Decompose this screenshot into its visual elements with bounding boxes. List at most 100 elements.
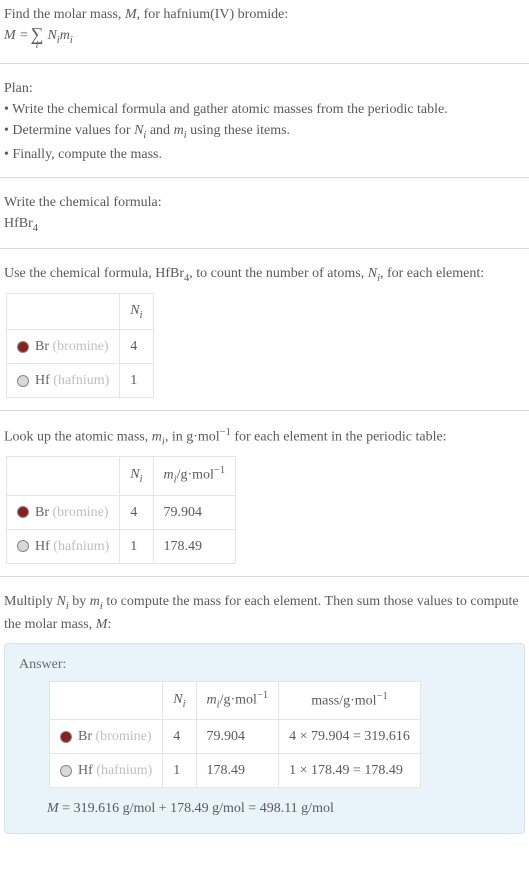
th-empty xyxy=(7,457,120,495)
cell-mi: 79.904 xyxy=(153,495,236,529)
eq-m: m xyxy=(60,28,70,43)
final-equation: M = 319.616 g/mol + 178.49 g/mol = 498.1… xyxy=(47,798,510,819)
th-ni-n: N xyxy=(130,467,139,482)
eq-left: M = xyxy=(4,25,29,46)
step2-post1: , to count the number of atoms, xyxy=(189,266,367,281)
step3-post: for each element in the periodic table: xyxy=(231,430,447,445)
prompt-equation: M = ∑ i Nimi xyxy=(4,25,525,51)
th-mass: mass/g·mol−1 xyxy=(279,682,421,720)
divider xyxy=(0,177,529,178)
swatch-icon xyxy=(17,341,29,353)
cell-ni: 4 xyxy=(163,720,196,754)
th-mi: mi/g·mol−1 xyxy=(196,682,279,720)
step2-formula: HfBr xyxy=(155,266,184,281)
elem-paren: (bromine) xyxy=(96,729,152,744)
var-m: M xyxy=(125,7,137,22)
elem-symbol: Br xyxy=(35,339,49,354)
answer-inner: Ni mi/g·mol−1 mass/g·mol−1 Br (bromine) … xyxy=(19,681,510,819)
step3-m: m xyxy=(152,430,162,445)
step2-n: N xyxy=(368,266,377,281)
step2-text: Use the chemical formula, HfBr4, to coun… xyxy=(4,263,525,287)
final-m: M xyxy=(47,801,59,816)
table-row: Br (bromine) 4 79.904 xyxy=(7,495,236,529)
table-row: Hf (hafnium) 1 178.49 1 × 178.49 = 178.4… xyxy=(50,754,421,788)
th-ni-i: i xyxy=(183,699,186,710)
plan-item-2: • Determine values for Ni and mi using t… xyxy=(4,120,525,144)
step4-n: N xyxy=(57,594,66,609)
step2-post2: , for each element: xyxy=(380,266,484,281)
th-mi-exp: −1 xyxy=(257,690,268,701)
step-multiply: Multiply Ni by mi to compute the mass fo… xyxy=(0,587,529,638)
elem-paren: (bromine) xyxy=(53,339,109,354)
cell-mass: 1 × 178.49 = 178.49 xyxy=(279,754,421,788)
cell-element: Hf (hafnium) xyxy=(7,364,120,398)
chemical-formula: HfBr4 xyxy=(4,213,525,237)
divider xyxy=(0,63,529,64)
divider xyxy=(0,248,529,249)
prompt-text2: , for hafnium(IV) bromide: xyxy=(137,7,289,22)
th-mi-m: m xyxy=(207,693,217,708)
elem-symbol: Hf xyxy=(35,373,50,388)
atom-count-table: Ni Br (bromine) 4 Hf (hafnium) 1 xyxy=(6,293,154,399)
cell-mi: 79.904 xyxy=(196,720,279,754)
step4-by: by xyxy=(69,594,90,609)
th-mass-exp: −1 xyxy=(377,691,388,702)
cell-mi: 178.49 xyxy=(196,754,279,788)
elem-symbol: Br xyxy=(78,729,92,744)
prompt-text: Find the molar mass, xyxy=(4,7,125,22)
th-ni-n: N xyxy=(130,303,139,318)
sigma-icon: ∑ i xyxy=(31,25,44,51)
eq-nimi: Nimi xyxy=(47,25,72,49)
step4-pre: Multiply xyxy=(4,594,57,609)
cell-element: Hf (hafnium) xyxy=(50,754,163,788)
elem-symbol: Hf xyxy=(35,539,50,554)
plan-and: and xyxy=(146,123,173,138)
th-ni: Ni xyxy=(163,682,196,720)
step3-pre: Look up the atomic mass, xyxy=(4,430,152,445)
th-mi-m: m xyxy=(164,468,174,483)
table-header-row: Ni mi/g·mol−1 xyxy=(7,457,236,495)
elem-paren: (hafnium) xyxy=(53,539,109,554)
elem-symbol: Br xyxy=(35,505,49,520)
th-mass-label: mass/g·mol xyxy=(311,694,376,709)
step-write-formula: Write the chemical formula: HfBr4 xyxy=(0,188,529,239)
plan-item-1: • Write the chemical formula and gather … xyxy=(4,99,525,120)
plan-title: Plan: xyxy=(4,78,525,99)
th-mi: mi/g·mol−1 xyxy=(153,457,236,495)
th-mi-unit: /g·mol xyxy=(220,693,257,708)
cell-ni: 1 xyxy=(120,364,153,398)
table-row: Hf (hafnium) 1 xyxy=(7,364,154,398)
answer-box: Answer: Ni mi/g·mol−1 mass/g·mol−1 Br (b… xyxy=(4,643,525,834)
swatch-icon xyxy=(17,506,29,518)
table-row: Hf (hafnium) 1 178.49 xyxy=(7,529,236,563)
th-empty xyxy=(7,293,120,330)
step3-text: Look up the atomic mass, mi, in g·mol−1 … xyxy=(4,425,525,450)
cell-mass: 4 × 79.904 = 319.616 xyxy=(279,720,421,754)
plan: Plan: • Write the chemical formula and g… xyxy=(0,74,529,167)
cell-element: Hf (hafnium) xyxy=(7,529,120,563)
prompt: Find the molar mass, M, for hafnium(IV) … xyxy=(0,0,529,53)
formula-sub: 4 xyxy=(33,222,38,233)
answer-label: Answer: xyxy=(19,654,510,675)
swatch-icon xyxy=(17,540,29,552)
swatch-icon xyxy=(60,731,72,743)
step-count-atoms: Use the chemical formula, HfBr4, to coun… xyxy=(0,259,529,400)
swatch-icon xyxy=(17,375,29,387)
step4-m: m xyxy=(90,594,100,609)
answer-table: Ni mi/g·mol−1 mass/g·mol−1 Br (bromine) … xyxy=(49,681,421,788)
eq-n: N xyxy=(47,28,56,43)
table-header-row: Ni mi/g·mol−1 mass/g·mol−1 xyxy=(50,682,421,720)
table-row: Br (bromine) 4 xyxy=(7,330,154,364)
th-empty xyxy=(50,682,163,720)
th-mi-exp: −1 xyxy=(214,465,225,476)
divider xyxy=(0,576,529,577)
cell-ni: 4 xyxy=(120,330,153,364)
th-ni-i: i xyxy=(140,309,143,320)
eq-mi: i xyxy=(70,35,73,46)
th-ni-n: N xyxy=(173,692,182,707)
th-ni: Ni xyxy=(120,457,153,495)
elem-symbol: Hf xyxy=(78,763,93,778)
divider xyxy=(0,410,529,411)
elem-paren: (hafnium) xyxy=(53,373,109,388)
cell-ni: 4 xyxy=(120,495,153,529)
